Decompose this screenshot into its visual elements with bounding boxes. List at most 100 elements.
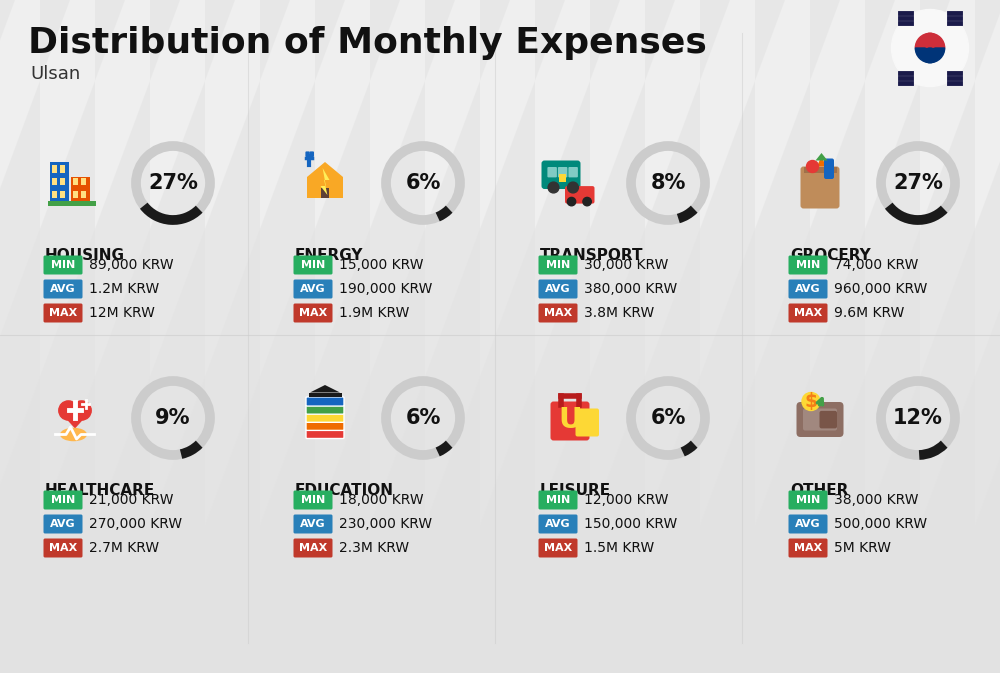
FancyBboxPatch shape — [81, 178, 86, 185]
FancyBboxPatch shape — [306, 421, 344, 431]
FancyBboxPatch shape — [73, 178, 78, 185]
FancyBboxPatch shape — [550, 402, 590, 441]
Text: MIN: MIN — [301, 260, 325, 270]
FancyBboxPatch shape — [576, 409, 599, 437]
FancyBboxPatch shape — [310, 151, 314, 157]
FancyBboxPatch shape — [547, 167, 557, 178]
Text: MAX: MAX — [49, 543, 77, 553]
Text: 150,000 KRW: 150,000 KRW — [584, 517, 677, 531]
FancyBboxPatch shape — [538, 514, 578, 534]
Polygon shape — [307, 162, 343, 198]
Text: AVG: AVG — [795, 284, 821, 294]
FancyBboxPatch shape — [294, 256, 332, 275]
FancyBboxPatch shape — [294, 491, 332, 509]
Text: 3.8M KRW: 3.8M KRW — [584, 306, 654, 320]
FancyBboxPatch shape — [824, 159, 834, 179]
Text: 12,000 KRW: 12,000 KRW — [584, 493, 668, 507]
Text: MAX: MAX — [49, 308, 77, 318]
Text: OTHER: OTHER — [790, 483, 848, 498]
FancyBboxPatch shape — [44, 304, 82, 322]
Text: U: U — [558, 406, 582, 433]
FancyBboxPatch shape — [568, 167, 578, 178]
Text: 230,000 KRW: 230,000 KRW — [339, 517, 432, 531]
Circle shape — [583, 197, 591, 206]
FancyBboxPatch shape — [538, 256, 578, 275]
Circle shape — [548, 182, 559, 193]
Circle shape — [892, 9, 968, 87]
FancyBboxPatch shape — [804, 166, 836, 172]
Text: $: $ — [804, 392, 818, 411]
Wedge shape — [915, 48, 945, 63]
Text: AVG: AVG — [545, 284, 571, 294]
FancyBboxPatch shape — [294, 538, 332, 557]
FancyBboxPatch shape — [52, 166, 57, 173]
FancyBboxPatch shape — [306, 405, 344, 414]
Text: MIN: MIN — [546, 495, 570, 505]
FancyBboxPatch shape — [44, 538, 82, 557]
FancyBboxPatch shape — [788, 304, 828, 322]
FancyBboxPatch shape — [52, 178, 57, 185]
Polygon shape — [816, 153, 828, 160]
Circle shape — [923, 48, 937, 63]
Polygon shape — [817, 156, 826, 166]
Text: 89,000 KRW: 89,000 KRW — [89, 258, 174, 272]
FancyBboxPatch shape — [44, 491, 82, 509]
FancyBboxPatch shape — [803, 409, 837, 431]
Text: AVG: AVG — [300, 519, 326, 529]
Text: 270,000 KRW: 270,000 KRW — [89, 517, 182, 531]
Text: 6%: 6% — [405, 173, 441, 193]
Text: 380,000 KRW: 380,000 KRW — [584, 282, 677, 296]
Text: MIN: MIN — [796, 260, 820, 270]
Text: 2.3M KRW: 2.3M KRW — [339, 541, 409, 555]
FancyBboxPatch shape — [52, 190, 57, 198]
Text: 27%: 27% — [148, 173, 198, 193]
Text: AVG: AVG — [50, 519, 76, 529]
Circle shape — [72, 401, 91, 420]
Text: AVG: AVG — [795, 519, 821, 529]
Text: 9.6M KRW: 9.6M KRW — [834, 306, 904, 320]
FancyBboxPatch shape — [306, 429, 344, 439]
FancyBboxPatch shape — [538, 279, 578, 299]
Text: 2.7M KRW: 2.7M KRW — [89, 541, 159, 555]
FancyBboxPatch shape — [538, 491, 578, 509]
FancyBboxPatch shape — [558, 167, 567, 178]
Text: 74,000 KRW: 74,000 KRW — [834, 258, 918, 272]
FancyBboxPatch shape — [294, 514, 332, 534]
FancyBboxPatch shape — [538, 538, 578, 557]
Text: 21,000 KRW: 21,000 KRW — [89, 493, 174, 507]
Circle shape — [923, 33, 937, 48]
Text: 18,000 KRW: 18,000 KRW — [339, 493, 424, 507]
Polygon shape — [310, 385, 340, 392]
Text: 12M KRW: 12M KRW — [89, 306, 155, 320]
Text: 15,000 KRW: 15,000 KRW — [339, 258, 424, 272]
Ellipse shape — [60, 428, 87, 441]
FancyBboxPatch shape — [70, 177, 90, 204]
FancyBboxPatch shape — [60, 166, 65, 173]
Text: MAX: MAX — [544, 308, 572, 318]
Text: MIN: MIN — [51, 260, 75, 270]
Text: MIN: MIN — [796, 495, 820, 505]
Text: 960,000 KRW: 960,000 KRW — [834, 282, 927, 296]
Text: 6%: 6% — [650, 408, 686, 428]
Text: ENERGY: ENERGY — [295, 248, 364, 263]
FancyBboxPatch shape — [796, 402, 844, 437]
Text: 38,000 KRW: 38,000 KRW — [834, 493, 918, 507]
Text: 12%: 12% — [893, 408, 943, 428]
Circle shape — [802, 392, 820, 411]
Text: AVG: AVG — [50, 284, 76, 294]
FancyBboxPatch shape — [788, 256, 828, 275]
Text: 5M KRW: 5M KRW — [834, 541, 891, 555]
FancyBboxPatch shape — [820, 411, 837, 429]
Text: MAX: MAX — [794, 308, 822, 318]
Text: 27%: 27% — [893, 173, 943, 193]
Text: 1.2M KRW: 1.2M KRW — [89, 282, 159, 296]
FancyBboxPatch shape — [788, 491, 828, 509]
Text: MIN: MIN — [51, 495, 75, 505]
FancyBboxPatch shape — [44, 256, 82, 275]
Text: HEALTHCARE: HEALTHCARE — [45, 483, 155, 498]
FancyBboxPatch shape — [306, 397, 344, 406]
Circle shape — [567, 197, 576, 206]
Text: HOUSING: HOUSING — [45, 248, 125, 263]
Wedge shape — [915, 33, 945, 48]
FancyBboxPatch shape — [321, 188, 329, 198]
